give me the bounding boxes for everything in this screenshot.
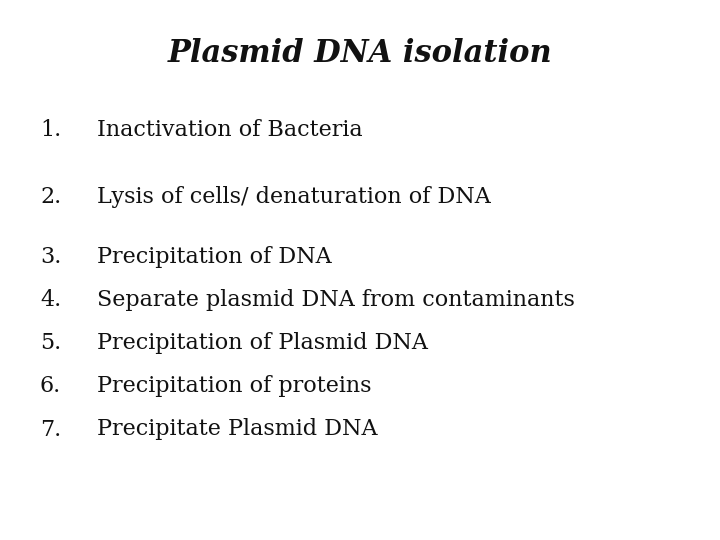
Text: 3.: 3. [40,246,61,268]
Text: Separate plasmid DNA from contaminants: Separate plasmid DNA from contaminants [97,289,575,311]
Text: Precipitate Plasmid DNA: Precipitate Plasmid DNA [97,418,378,441]
Text: Inactivation of Bacteria: Inactivation of Bacteria [97,119,363,141]
Text: Plasmid DNA isolation: Plasmid DNA isolation [168,38,552,69]
Text: Precipitation of DNA: Precipitation of DNA [97,246,332,268]
Text: 1.: 1. [40,119,61,141]
Text: 5.: 5. [40,332,61,354]
Text: Lysis of cells/ denaturation of DNA: Lysis of cells/ denaturation of DNA [97,186,491,208]
Text: Precipitation of Plasmid DNA: Precipitation of Plasmid DNA [97,332,428,354]
Text: 2.: 2. [40,186,61,208]
Text: Precipitation of proteins: Precipitation of proteins [97,375,372,397]
Text: 6.: 6. [40,375,61,397]
Text: 4.: 4. [40,289,61,311]
Text: 7.: 7. [40,418,61,441]
